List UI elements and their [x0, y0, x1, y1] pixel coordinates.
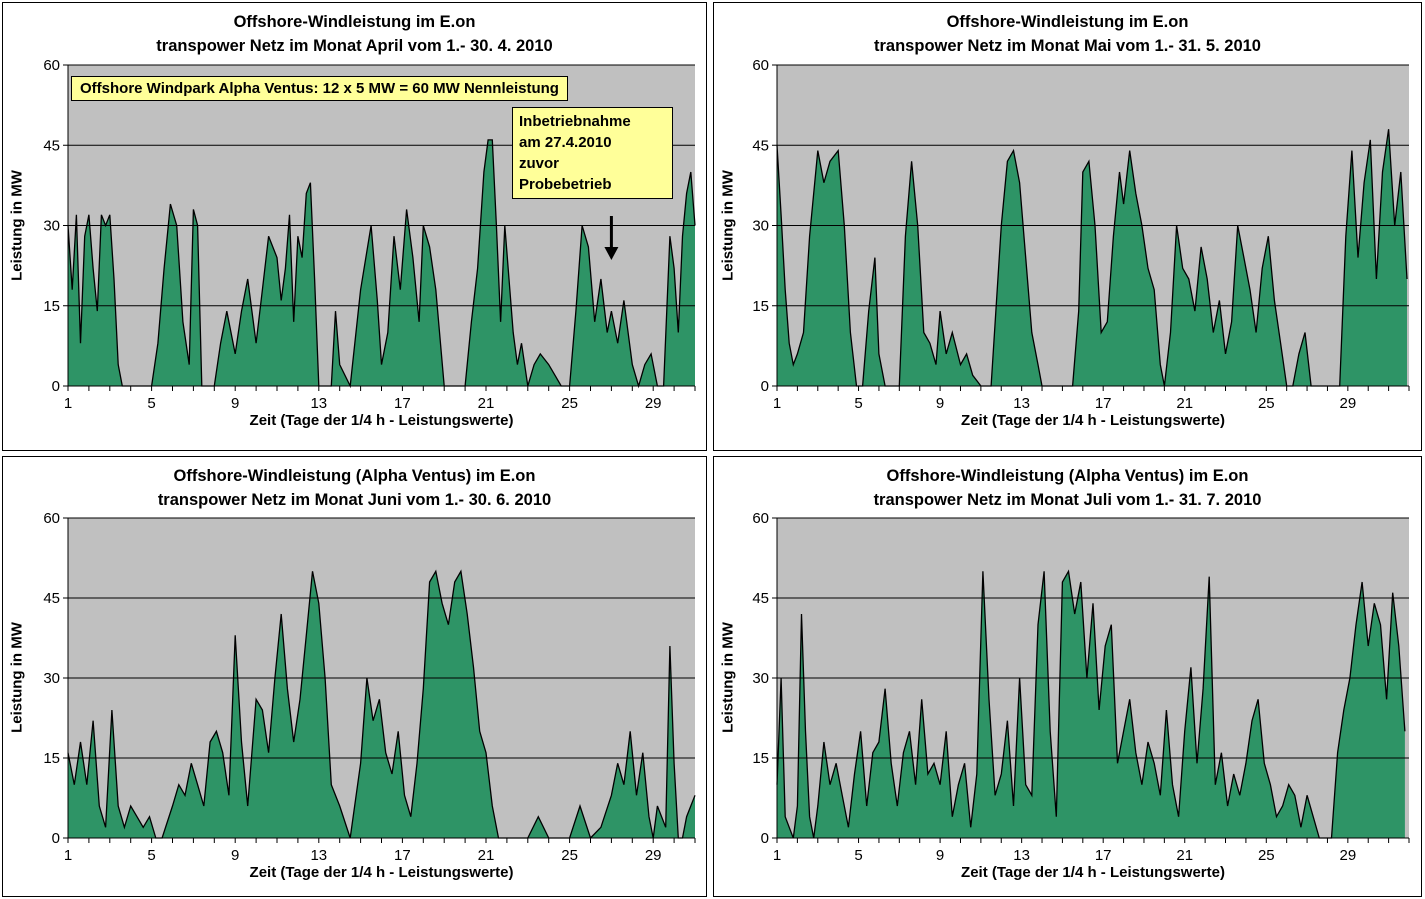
y-axis-label: Leistung in MW	[719, 622, 737, 733]
chart-title-line1: Offshore-Windleistung (Alpha Ventus) im …	[886, 467, 1249, 485]
x-tick-label: 29	[645, 847, 662, 864]
chart-panel-may: Offshore-Windleistung im E.on transpower …	[713, 2, 1422, 451]
x-tick-label: 21	[1176, 395, 1193, 412]
chart-title-line1: Offshore-Windleistung (Alpha Ventus) im …	[173, 467, 536, 485]
series-area	[68, 571, 695, 838]
y-tick-label: 15	[43, 298, 60, 315]
x-tick-label: 25	[561, 847, 578, 864]
x-tick-label: 29	[1339, 847, 1356, 864]
chart-panel-july: Offshore-Windleistung (Alpha Ventus) im …	[713, 456, 1422, 897]
x-tick-label: 5	[854, 395, 862, 412]
x-tick-label: 25	[561, 395, 578, 412]
x-tick-label: 21	[478, 395, 495, 412]
y-tick-label: 15	[752, 750, 769, 767]
y-tick-label: 0	[52, 378, 60, 395]
x-tick-label: 5	[147, 847, 155, 864]
y-axis-label: Leistung in MW	[8, 622, 26, 733]
series-line	[67, 569, 696, 840]
y-axis-label: Leistung in MW	[719, 169, 737, 281]
x-tick-label: 21	[1176, 847, 1193, 864]
chart-title-line2: transpower Netz im Monat Mai vom 1.- 31.…	[874, 37, 1261, 55]
x-tick-label: 1	[773, 847, 781, 864]
annotation-box: Inbetriebnahme am 27.4.2010 zuvor Probebet…	[512, 107, 673, 199]
x-tick-label: 9	[936, 847, 944, 864]
x-axis-label: Zeit (Tage der 1/4 h - Leistungswerte)	[961, 864, 1225, 881]
y-tick-label: 15	[752, 298, 769, 315]
x-tick-label: 1	[773, 395, 781, 412]
annotation-line: Inbetriebnahme	[519, 113, 631, 130]
x-tick-label: 9	[231, 847, 239, 864]
x-tick-label: 13	[1013, 847, 1030, 864]
x-tick-label: 1	[64, 847, 72, 864]
x-tick-label: 17	[1095, 847, 1112, 864]
annotation-line: am 27.4.2010	[519, 134, 612, 151]
annotation-line: zuvor	[519, 155, 560, 172]
x-tick-label: 17	[1095, 395, 1112, 412]
series-area	[777, 571, 1405, 838]
x-tick-label: 25	[1258, 395, 1275, 412]
annotation-line: Probebetrieb	[519, 176, 612, 193]
y-tick-label: 60	[43, 510, 60, 527]
chart-title-line1: Offshore-Windleistung im E.on	[233, 13, 476, 31]
chart-panel-april: Offshore-Windleistung im E.on transpower …	[2, 2, 707, 451]
x-tick-label: 13	[1013, 395, 1030, 412]
y-tick-label: 0	[52, 830, 60, 847]
x-tick-label: 9	[231, 395, 239, 412]
y-axis-label: Leistung in MW	[8, 169, 26, 281]
chart-title-line2: transpower Netz im Monat Juni vom 1.- 30…	[157, 491, 552, 509]
y-tick-label: 45	[752, 590, 769, 607]
x-tick-label: 1	[64, 395, 72, 412]
y-tick-label: 60	[752, 57, 769, 74]
chart-title-line1: Offshore-Windleistung im E.on	[946, 13, 1189, 31]
chart-title-line2: transpower Netz im Monat Juli vom 1.- 31…	[873, 491, 1262, 509]
y-tick-label: 30	[752, 218, 769, 235]
series-line	[776, 569, 1406, 839]
y-tick-label: 30	[43, 218, 60, 235]
x-tick-label: 5	[854, 847, 862, 864]
legend-box: Offshore Windpark Alpha Ventus: 12 x 5 M…	[71, 76, 568, 101]
series-area	[777, 129, 1407, 386]
y-tick-label: 45	[43, 137, 60, 154]
y-tick-label: 15	[43, 750, 60, 767]
y-tick-label: 30	[752, 670, 769, 687]
y-tick-label: 0	[761, 378, 769, 395]
x-tick-label: 25	[1258, 847, 1275, 864]
x-tick-label: 13	[310, 847, 327, 864]
x-tick-label: 5	[147, 395, 155, 412]
x-tick-label: 21	[478, 847, 495, 864]
y-tick-label: 60	[752, 510, 769, 527]
x-tick-label: 17	[394, 395, 411, 412]
x-axis-label: Zeit (Tage der 1/4 h - Leistungswerte)	[961, 412, 1225, 429]
series-line	[776, 129, 1408, 387]
y-tick-label: 60	[43, 57, 60, 74]
x-tick-label: 29	[1339, 395, 1356, 412]
y-tick-label: 0	[761, 830, 769, 847]
x-tick-label: 17	[394, 847, 411, 864]
x-axis-label: Zeit (Tage der 1/4 h - Leistungswerte)	[249, 864, 514, 881]
x-tick-label: 29	[645, 395, 662, 412]
y-tick-label: 45	[752, 137, 769, 154]
x-tick-label: 13	[310, 395, 327, 412]
annotation-arrow-head	[604, 247, 619, 260]
y-tick-label: 30	[43, 670, 60, 687]
chart-title-line2: transpower Netz im Monat April vom 1.- 3…	[156, 37, 553, 55]
chart-panel-june: Offshore-Windleistung (Alpha Ventus) im …	[2, 456, 707, 897]
y-tick-label: 45	[43, 590, 60, 607]
x-tick-label: 9	[936, 395, 944, 412]
x-axis-label: Zeit (Tage der 1/4 h - Leistungswerte)	[249, 412, 514, 429]
